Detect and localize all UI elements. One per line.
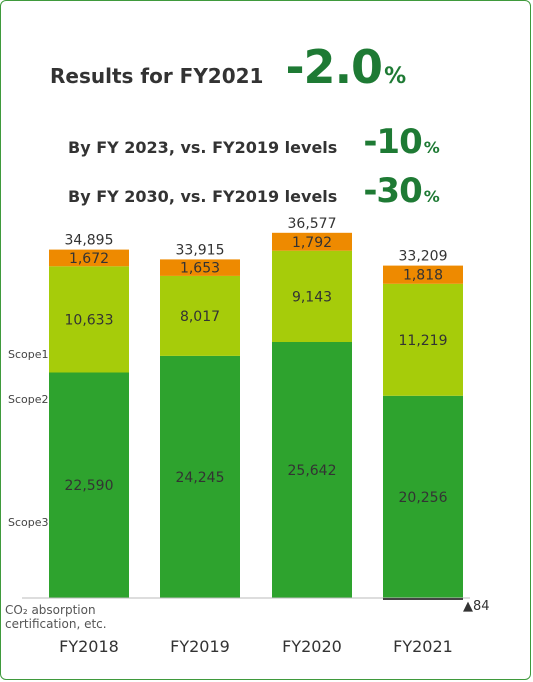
result-headline: Results for FY2021 -2.0 %: [50, 40, 406, 94]
x-tick-fy2019: FY2019: [170, 637, 230, 656]
target-2023-unit: %: [423, 138, 440, 157]
target-2030-unit: %: [423, 187, 440, 206]
bar-scope2-fy2019: [160, 275, 240, 356]
absorption-value-label: ▲84: [463, 599, 490, 614]
bar-absorption-fy2021: [383, 598, 463, 600]
label-scope3-fy2020: 25,642: [288, 463, 337, 479]
absorption-label-line1: CO₂ absorption: [5, 603, 96, 617]
bar-scope1-fy2021: [383, 265, 463, 284]
total-label-fy2021: 33,209: [399, 249, 448, 265]
target-2023-label: By FY 2023, vs. FY2019 levels: [68, 138, 338, 157]
label-scope2-fy2020: 9,143: [292, 289, 332, 305]
label-scope1-fy2020: 1,792: [292, 235, 332, 251]
x-tick-fy2021: FY2021: [393, 637, 453, 656]
label-scope3-fy2021: 20,256: [399, 490, 448, 506]
bar-scope2-fy2018: [49, 266, 129, 373]
result-label: Results for FY2021: [50, 64, 264, 88]
bar-scope1-fy2020: [272, 232, 352, 251]
x-tick-fy2018: FY2018: [59, 637, 119, 656]
label-scope3-fy2019: 24,245: [176, 470, 225, 486]
bar-scope3-fy2020: [272, 342, 352, 598]
bar-scope1-fy2018: [49, 249, 129, 267]
side-label-scope3: Scope3: [8, 516, 49, 529]
label-scope1-fy2019: 1,653: [180, 261, 220, 277]
side-label-scope1: Scope1: [8, 348, 49, 361]
total-label-fy2020: 36,577: [288, 216, 337, 232]
label-scope2-fy2019: 8,017: [180, 309, 220, 325]
x-tick-fy2020: FY2020: [282, 637, 342, 656]
label-scope1-fy2018: 1,672: [69, 251, 109, 267]
total-label-fy2019: 33,915: [176, 242, 225, 258]
bar-scope3-fy2021: [383, 395, 463, 598]
target-2023-value: -10: [363, 122, 422, 162]
result-value: -2.0: [285, 40, 383, 94]
label-scope2-fy2018: 10,633: [65, 312, 114, 328]
bar-scope3-fy2019: [160, 355, 240, 598]
label-scope3-fy2018: 22,590: [65, 478, 114, 494]
result-unit: %: [384, 64, 407, 89]
bar-scope1-fy2019: [160, 259, 240, 276]
target-2030-label: By FY 2030, vs. FY2019 levels: [68, 187, 338, 206]
label-scope1-fy2021: 1,818: [403, 268, 443, 284]
target-2030: By FY 2030, vs. FY2019 levels -30 %: [68, 171, 440, 211]
bar-scope2-fy2020: [272, 250, 352, 342]
label-scope2-fy2021: 11,219: [399, 333, 448, 349]
side-label-scope2: Scope2: [8, 393, 49, 406]
absorption-label-line2: certification, etc.: [5, 617, 107, 631]
target-2023: By FY 2023, vs. FY2019 levels -10 %: [68, 122, 440, 162]
total-label-fy2018: 34,895: [65, 233, 114, 249]
target-2030-value: -30: [363, 171, 422, 211]
bar-scope3-fy2018: [49, 372, 129, 598]
bar-scope2-fy2021: [383, 283, 463, 396]
